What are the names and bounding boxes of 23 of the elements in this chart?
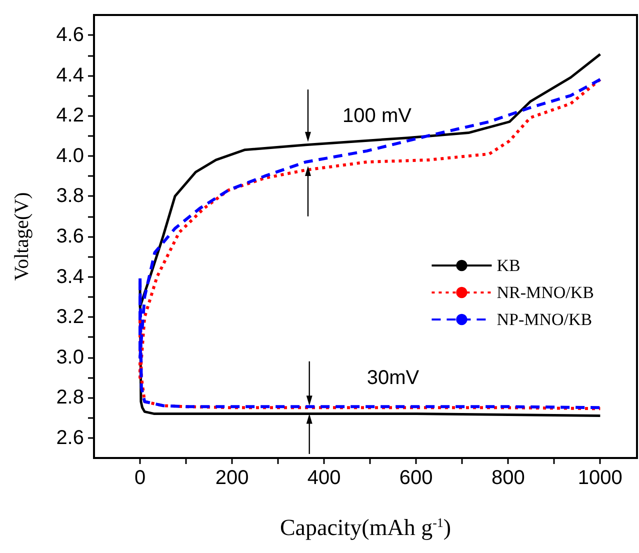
legend-label: KB [496,256,520,275]
y-tick-label: 4.2 [56,104,84,127]
x-tick-label: 600 [399,467,433,489]
y-axis-title: Voltage(V) [11,192,33,281]
x-tick-label: 200 [215,467,249,489]
x-tick-label: 0 [134,467,146,489]
legend-label: NR-MNO/KB [496,283,594,302]
y-tick-label: 3.6 [56,226,84,248]
x-tick-label: 1000 [578,467,622,489]
y-tick-label: 4.0 [56,144,84,167]
y-tick-label: 4.4 [56,64,84,86]
y-tick-label: 2.6 [56,426,84,449]
y-tick-label: 3.8 [56,185,84,208]
annotation: 30mV [366,367,420,389]
y-tick-label: 3.2 [56,306,84,328]
x-tick-label: 400 [307,467,341,489]
y-tick-label: 2.8 [56,386,84,409]
y-tick-label: 3.4 [56,266,84,288]
y-tick-label: 3.0 [56,346,84,368]
x-tick-label: 800 [491,467,525,489]
y-tick-label: 4.6 [56,24,84,46]
legend-label: NP-MNO/KB [496,310,592,329]
annotation: 100 mV [342,105,412,127]
